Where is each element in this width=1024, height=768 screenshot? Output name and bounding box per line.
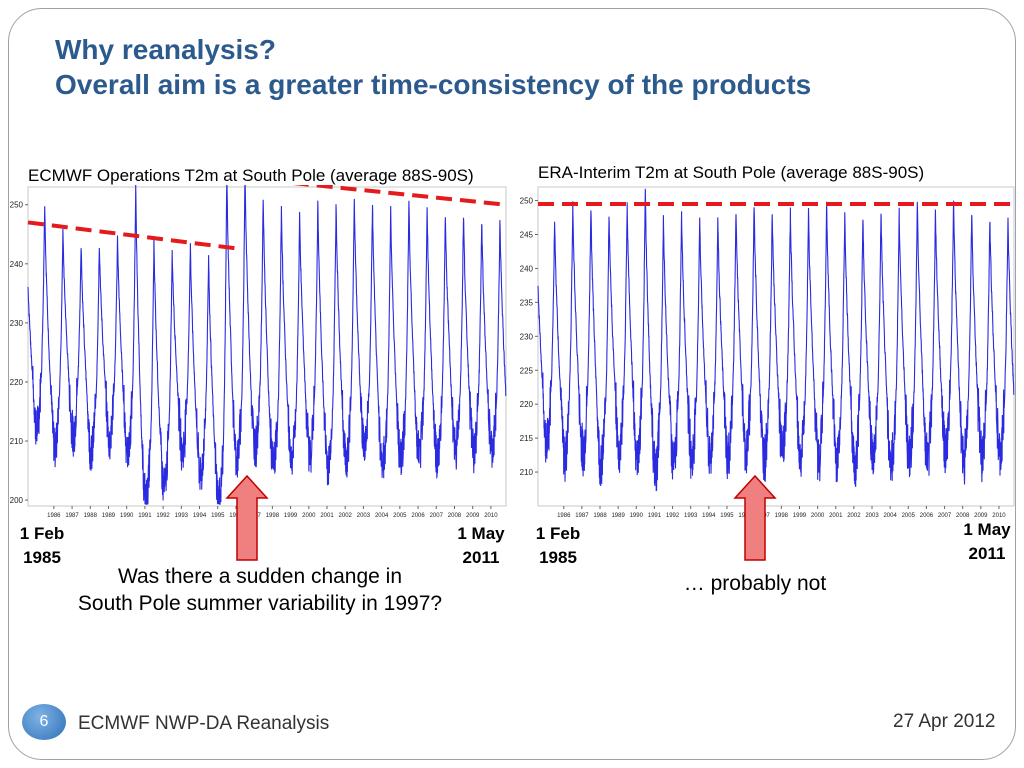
right-x-tick-label: 2008 bbox=[956, 513, 970, 519]
left-x-tick-label: 1987 bbox=[65, 513, 79, 519]
right-x-tick-label: 1989 bbox=[611, 513, 625, 519]
left-caption: Was there a sudden change in South Pole … bbox=[77, 565, 443, 615]
left-x-tick-label: 2000 bbox=[302, 513, 316, 519]
left-x-tick-label: 1995 bbox=[211, 513, 225, 519]
right-x-tick-label: 1990 bbox=[630, 513, 644, 519]
left-x-tick-label: 2010 bbox=[484, 513, 498, 519]
left-x-tick-label: 1991 bbox=[138, 513, 152, 519]
right-y-tick-label: 245 bbox=[520, 231, 534, 240]
right-x-tick-label: 1992 bbox=[666, 513, 680, 519]
left-x-tick-label: 2009 bbox=[466, 513, 480, 519]
left-x-tick-label: 2008 bbox=[448, 513, 462, 519]
left-x-tick-label: 2003 bbox=[357, 513, 371, 519]
right-x-tick-label: 1998 bbox=[775, 513, 789, 519]
right-x-tick-label: 2005 bbox=[902, 513, 916, 519]
right-x-tick-label: 2001 bbox=[829, 513, 843, 519]
left-x-tick-label: 1988 bbox=[84, 513, 98, 519]
left-x-tick-label: 1999 bbox=[284, 513, 298, 519]
right-x-tick-label: 1991 bbox=[648, 513, 662, 519]
left-end-date: 1 May 2011 bbox=[457, 524, 505, 567]
left-up-arrow bbox=[225, 474, 269, 561]
left-x-tick-label: 1989 bbox=[102, 513, 116, 519]
left-x-tick-label: 2005 bbox=[393, 513, 407, 519]
left-y-tick-label: 200 bbox=[10, 496, 24, 505]
left-y-tick-label: 240 bbox=[10, 260, 24, 269]
left-y-tick-label: 210 bbox=[10, 437, 24, 446]
left-chart: 200 210 220 230 240 250 1986 1987 1988 1989 1990 19… bbox=[10, 185, 507, 519]
left-y-tick-label: 220 bbox=[10, 378, 24, 387]
title-line-1: Why reanalysis? bbox=[55, 34, 276, 65]
right-x-tick-label: 1999 bbox=[793, 513, 807, 519]
left-x-tick-label: 2004 bbox=[375, 513, 389, 519]
right-y-tick-label: 235 bbox=[520, 298, 534, 307]
left-trend-dashed-line bbox=[27, 220, 242, 252]
left-x-tick-label: 1990 bbox=[120, 513, 134, 519]
right-x-tick-label: 2002 bbox=[847, 513, 861, 519]
right-y-tick-label: 240 bbox=[520, 264, 534, 273]
right-x-tick-label: 2007 bbox=[938, 513, 952, 519]
right-x-tick-label: 2010 bbox=[992, 513, 1006, 519]
right-chart-title: ERA-Interim T2m at South Pole (average 8… bbox=[538, 163, 925, 182]
right-y-tick-label: 230 bbox=[520, 332, 534, 341]
right-y-tick-label: 250 bbox=[520, 197, 534, 206]
left-t2m-series-line bbox=[27, 185, 507, 505]
right-chart: 210 215 220 225 230 235 240 245 250 1986 1987 1988 1… bbox=[520, 186, 1015, 519]
right-start-date: 1 Feb 1985 bbox=[535, 524, 581, 567]
right-end-date: 1 May 2011 bbox=[963, 520, 1011, 563]
right-x-tick-label: 1987 bbox=[575, 513, 589, 519]
right-x-tick-label: 1994 bbox=[702, 513, 716, 519]
right-y-tick-label: 210 bbox=[520, 468, 534, 477]
right-caption: … probably not bbox=[683, 572, 827, 595]
footer-date: 27 Apr 2012 bbox=[893, 711, 996, 732]
right-x-tick-label: 2006 bbox=[920, 513, 934, 519]
right-x-tick-label: 1986 bbox=[557, 513, 571, 519]
footer-text: ECMWF NWP-DA Reanalysis bbox=[78, 713, 330, 734]
left-x-tick-label: 1998 bbox=[266, 513, 280, 519]
left-x-tick-label: 1994 bbox=[193, 513, 207, 519]
left-y-tick-label: 230 bbox=[10, 319, 24, 328]
left-x-tick-label: 2007 bbox=[430, 513, 444, 519]
right-x-tick-label: 1995 bbox=[720, 513, 734, 519]
left-x-tick-label: 2002 bbox=[339, 513, 353, 519]
left-x-tick-label: 2001 bbox=[320, 513, 334, 519]
right-plot-frame bbox=[537, 186, 1015, 507]
right-x-tick-label: 1993 bbox=[684, 513, 698, 519]
left-plot-frame bbox=[27, 186, 507, 507]
right-x-tick-label: 2009 bbox=[974, 513, 988, 519]
right-x-tick-label: 2003 bbox=[865, 513, 879, 519]
left-x-tick-label: 1993 bbox=[175, 513, 189, 519]
right-y-tick-label: 220 bbox=[520, 400, 534, 409]
left-x-tick-label: 1992 bbox=[156, 513, 170, 519]
right-x-tick-label: 2000 bbox=[811, 513, 825, 519]
title-line-2: Overall aim is a greater time-consistenc… bbox=[55, 69, 812, 100]
right-x-tick-label: 1988 bbox=[593, 513, 607, 519]
right-t2m-series-line bbox=[537, 188, 1015, 492]
left-y-tick-label: 250 bbox=[10, 201, 24, 210]
page-number-badge: 6 bbox=[22, 704, 66, 740]
left-start-date: 1 Feb 1985 bbox=[19, 524, 65, 567]
slide-title: Why reanalysis? Overall aim is a greater… bbox=[55, 32, 811, 102]
slide-frame bbox=[8, 8, 1016, 760]
left-x-tick-label: 1986 bbox=[47, 513, 61, 519]
right-x-tick-label: 2004 bbox=[883, 513, 897, 519]
right-y-tick-label: 215 bbox=[520, 434, 534, 443]
left-trend-dashed-line bbox=[292, 185, 507, 207]
left-x-tick-label: 2006 bbox=[411, 513, 425, 519]
right-y-tick-label: 225 bbox=[520, 366, 534, 375]
right-up-arrow bbox=[733, 474, 777, 561]
left-chart-title: ECMWF Operations T2m at South Pole (aver… bbox=[28, 166, 474, 185]
